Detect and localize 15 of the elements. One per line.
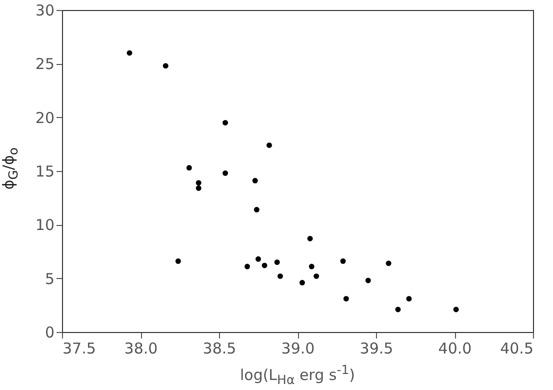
y-tick-label: 5 [44, 270, 54, 288]
x-tick-label: 39.5 [360, 340, 394, 358]
y-tick-label: 0 [44, 324, 54, 342]
x-axis-title: log(L$_{Hα}$ erg s$^{-1}$) [238, 362, 356, 387]
x-tick-label: 38.5 [202, 340, 236, 358]
x-tick-label: 37.5 [62, 340, 96, 358]
x-tick-label: 39.0 [281, 340, 315, 358]
x-tick-label: 40.5 [500, 340, 534, 358]
y-tick-label: 25 [35, 55, 54, 74]
y-tick-label: 15 [35, 162, 54, 180]
y-tick-label: 20 [35, 108, 54, 127]
y-tick-label: 10 [35, 216, 54, 234]
x-tick-label: 40.0 [438, 340, 472, 358]
y-tick-label: 30 [35, 2, 54, 20]
x-tick-label: 38.0 [124, 340, 158, 358]
